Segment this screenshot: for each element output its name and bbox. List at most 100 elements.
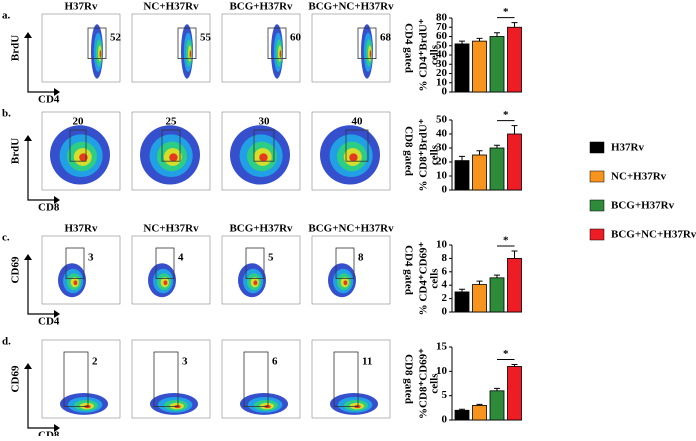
gate-value: 30 [259, 116, 271, 128]
plot-frame [41, 13, 121, 83]
gate [267, 27, 287, 60]
gate [161, 129, 181, 162]
y-axis-label: cells [429, 268, 441, 289]
error-bar [494, 32, 500, 37]
gate [335, 247, 355, 280]
error-bar [494, 144, 500, 148]
error-bar [476, 280, 483, 285]
bar [507, 257, 522, 313]
significance-mark: * [503, 348, 509, 360]
density-blob [259, 153, 268, 162]
y-axis-label: % CD8⁺BrdU⁺ [418, 118, 430, 191]
column-title: BCG+NC+H37Rv [308, 1, 394, 13]
gate-value: 55 [200, 32, 212, 44]
gate-value: 6 [272, 356, 278, 368]
gate [243, 351, 269, 407]
legend-swatch [589, 199, 605, 212]
gated-label: CD8 gated [402, 126, 414, 176]
error-bar [476, 403, 483, 406]
gated-label: CD8 gated [402, 354, 414, 404]
y-tick-label: 60 [436, 30, 448, 42]
density-blob [369, 50, 372, 58]
y-tick-label: 10 [436, 239, 448, 251]
y-tick-label: 10 [436, 76, 448, 88]
y-tick-label: 20 [436, 156, 448, 168]
bar [472, 154, 487, 191]
column-title: H37Rv [65, 223, 99, 235]
gate-value: 3 [88, 252, 94, 264]
y-axis-label: cells [429, 44, 441, 65]
axis-arrow [27, 34, 58, 93]
legend-label: NC+H37Rv [611, 171, 667, 183]
y-tick-label: 30 [436, 142, 448, 154]
y-axis-label: cells [429, 373, 441, 394]
legend-label: BCG+H37Rv [611, 200, 675, 212]
error-bar [459, 288, 465, 292]
gated-label: CD4 gated [402, 23, 414, 73]
axis-arrow [27, 256, 58, 315]
gate [345, 129, 369, 162]
x-axis-label: CD8 [38, 430, 60, 436]
gate [153, 351, 179, 407]
y-tick-label: 5 [442, 389, 448, 401]
y-axis-label: % CD4⁺CD69⁺ [418, 241, 430, 315]
density-blob [349, 153, 358, 162]
y-axis-label: cells [429, 144, 441, 165]
y-tick-label: 10 [436, 365, 448, 377]
error-bar [476, 37, 483, 42]
panel-label: b. [2, 108, 11, 120]
bar [507, 133, 522, 191]
x-axis-label: CD4 [38, 94, 60, 106]
column-title: NC+H37Rv [143, 1, 199, 13]
gate [357, 27, 377, 60]
legend-label: H37Rv [611, 142, 645, 154]
y-tick-label: 0 [442, 414, 448, 426]
y-tick-label: 4 [442, 279, 448, 291]
bar [507, 26, 522, 93]
error-bar [494, 274, 500, 278]
error-bar [459, 408, 465, 411]
panel-label: c. [2, 232, 10, 244]
plot-frame [311, 13, 391, 83]
y-tick-label: 20 [436, 67, 448, 79]
bar [489, 36, 505, 93]
gate-value: 68 [380, 32, 392, 44]
plot-frame [131, 13, 211, 83]
bar [454, 409, 470, 421]
y-tick-label: 0 [442, 306, 448, 318]
y-tick-label: 70 [436, 21, 448, 33]
y-tick-label: 50 [436, 39, 448, 51]
gate-value: 52 [110, 32, 122, 44]
bar [489, 147, 505, 191]
y-tick-label: 40 [436, 128, 448, 140]
gate-value: 2 [92, 356, 98, 368]
gate [69, 129, 87, 162]
gate [155, 247, 175, 280]
significance-mark: * [503, 6, 509, 18]
y-axis-label: CD69 [10, 256, 22, 283]
bar [472, 284, 487, 313]
y-tick-label: 15 [436, 341, 448, 353]
column-title: BCG+H37Rv [229, 1, 293, 13]
gate-value: 60 [290, 32, 302, 44]
legend-swatch [589, 170, 605, 183]
legend-swatch [589, 228, 605, 241]
error-bar [511, 125, 518, 134]
panel-label: d. [2, 336, 11, 348]
error-bar [494, 387, 500, 391]
bar [489, 390, 505, 421]
legend-label: BCG+NC+H37Rv [611, 229, 696, 241]
y-tick-label: 80 [436, 12, 448, 24]
x-axis-label: CD8 [38, 202, 60, 214]
bar [454, 291, 470, 313]
x-axis-label: CD4 [38, 316, 60, 328]
gate-value: 20 [73, 116, 85, 128]
density-blob [343, 280, 348, 286]
bar [472, 40, 487, 93]
bar [472, 404, 487, 421]
significance-mark: * [503, 109, 509, 121]
column-title: BCG+NC+H37Rv [308, 223, 394, 235]
column-title: NC+H37Rv [143, 223, 199, 235]
gated-label: CD4 gated [402, 245, 414, 295]
